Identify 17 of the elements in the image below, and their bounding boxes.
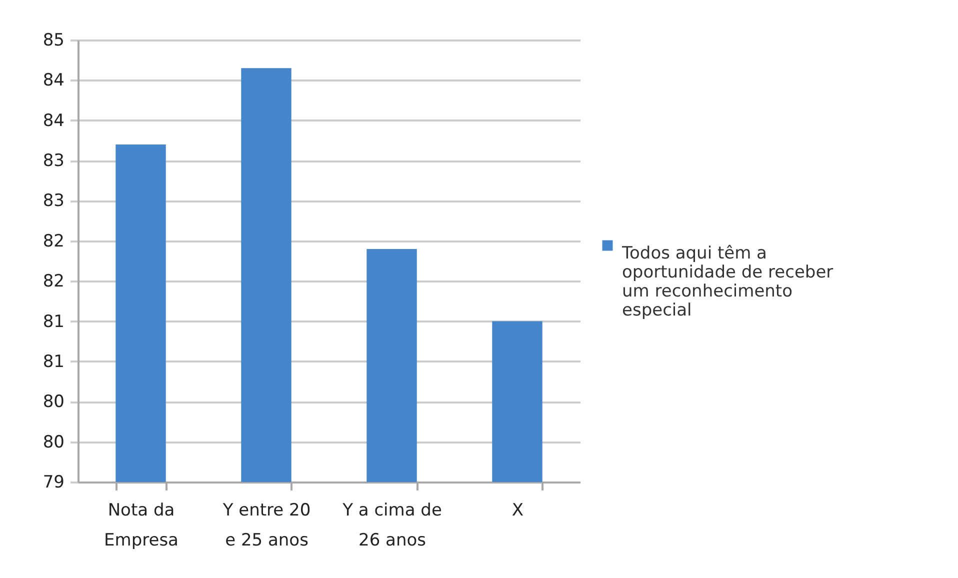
y-tick-label: 84 (42, 110, 64, 131)
x-tick-label: Y entre 20 e 25 anos (222, 500, 311, 550)
y-tick-label: 84 (42, 70, 64, 91)
x-tick-label: Nota da Empresa (104, 500, 178, 550)
y-tick-label: 85 (42, 30, 64, 50)
legend-label: Todos aqui têm a oportunidade de receber um reconhecimento especial (621, 244, 834, 320)
x-tick-label: Y a cima de 26 anos (342, 500, 442, 550)
y-tick-label: 79 (42, 472, 64, 492)
y-tick-label: 80 (42, 432, 64, 452)
y-tick-label: 82 (42, 272, 64, 292)
x-tick-label: X (512, 500, 524, 520)
y-tick-label: 83 (42, 191, 64, 212)
y-tick-label: 83 (42, 151, 64, 172)
y-tick-label: 81 (42, 312, 64, 332)
y-tick-label: 82 (42, 231, 64, 252)
y-tick-label: 81 (42, 352, 64, 372)
y-tick-label: 80 (42, 392, 64, 412)
